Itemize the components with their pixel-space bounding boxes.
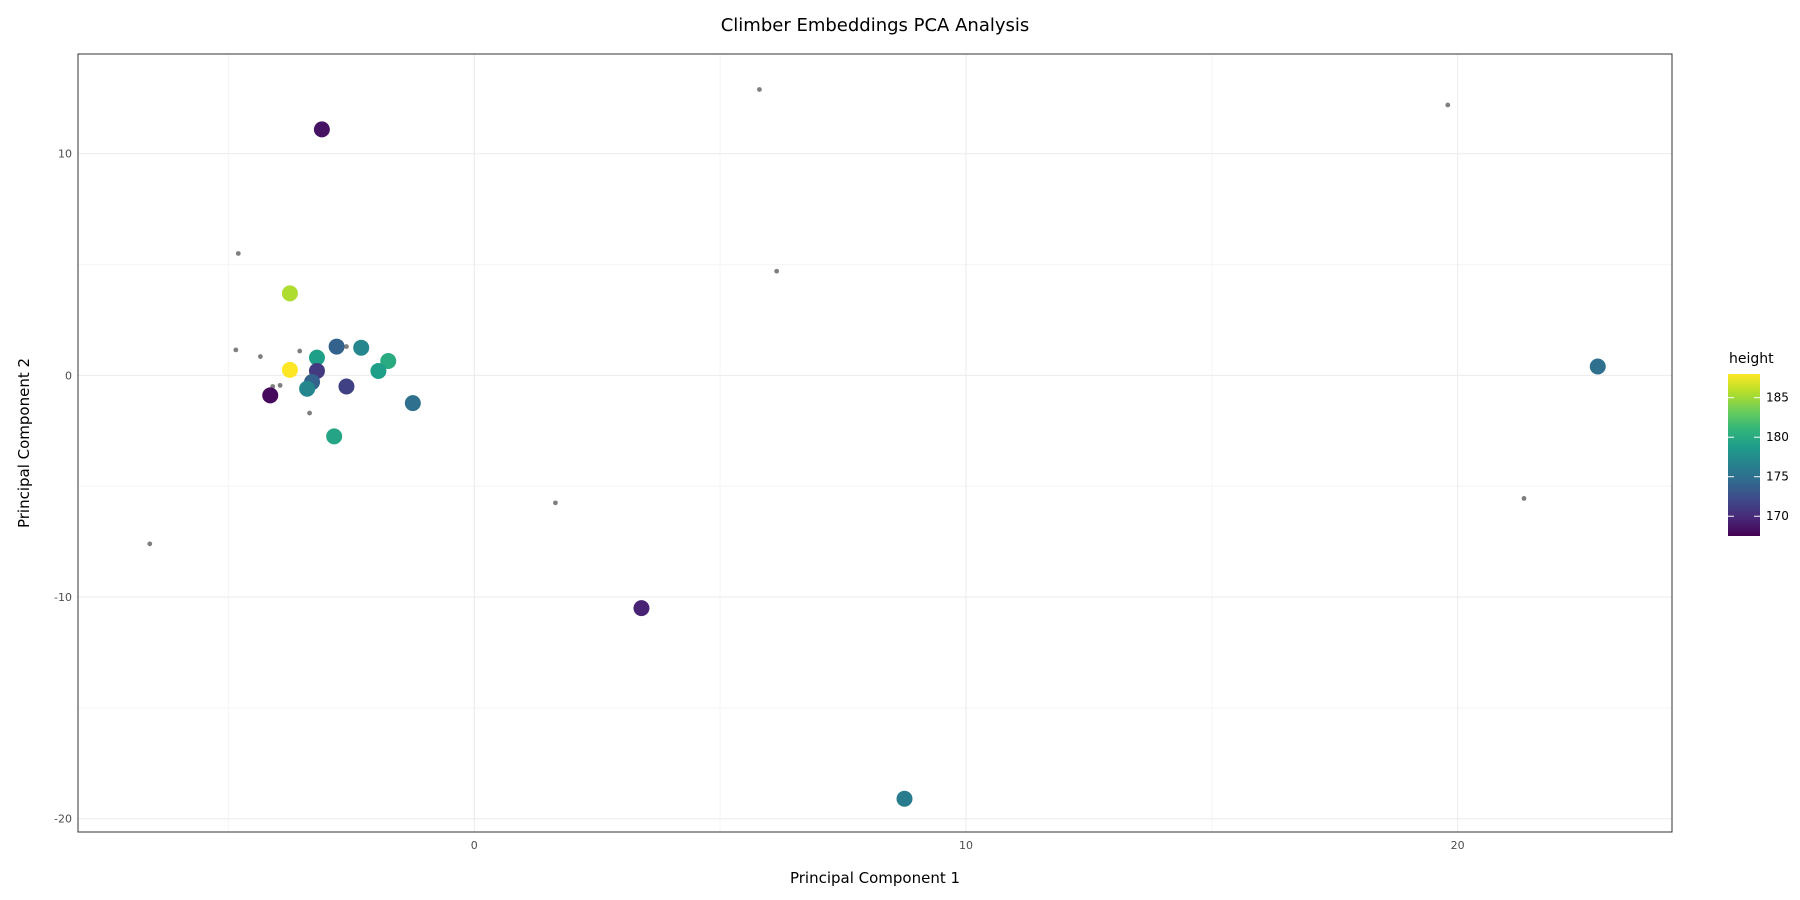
height-point xyxy=(1589,358,1606,375)
height-point xyxy=(896,790,913,807)
legend-ticks: 185 180 175 170 xyxy=(1728,391,1789,523)
small-point xyxy=(258,354,263,359)
height-point xyxy=(313,121,330,138)
height-point xyxy=(353,339,370,356)
height-point xyxy=(404,395,421,412)
chart-title: Climber Embeddings PCA Analysis xyxy=(721,15,1030,36)
x-axis-ticks: 0 10 20 xyxy=(471,839,1465,852)
y-tick-label: -10 xyxy=(54,591,72,604)
y-tick-label: 0 xyxy=(65,369,72,382)
small-point xyxy=(344,344,349,349)
height-colored-points xyxy=(262,121,1606,807)
small-point xyxy=(553,500,558,506)
unlabeled-points xyxy=(147,87,1527,547)
color-legend: height 185 180 175 170 xyxy=(1728,351,1789,536)
small-point xyxy=(235,251,241,256)
grid-major xyxy=(78,54,1672,832)
small-point xyxy=(233,347,239,353)
legend-tick-label: 185 xyxy=(1766,391,1789,405)
y-tick-label: -20 xyxy=(54,813,72,826)
legend-colorbar xyxy=(1728,374,1760,536)
height-point xyxy=(262,387,279,404)
small-point xyxy=(277,382,283,388)
height-point xyxy=(281,361,298,378)
height-point xyxy=(338,378,355,395)
grid-minor xyxy=(78,54,1672,832)
height-point xyxy=(281,285,298,302)
height-point xyxy=(326,428,343,445)
height-point xyxy=(299,380,316,397)
height-point xyxy=(328,338,345,355)
x-tick-label: 10 xyxy=(959,839,973,852)
x-tick-label: 0 xyxy=(471,839,478,852)
y-axis-label: Principal Component 2 xyxy=(15,358,33,528)
height-point xyxy=(633,600,650,617)
height-point xyxy=(380,352,397,369)
y-axis-ticks: -20 -10 0 10 xyxy=(54,148,72,826)
small-point xyxy=(757,87,762,92)
x-tick-label: 20 xyxy=(1451,839,1465,852)
x-axis-label: Principal Component 1 xyxy=(790,869,960,887)
small-point xyxy=(147,541,153,547)
small-point xyxy=(774,268,780,274)
y-tick-label: 10 xyxy=(58,148,72,161)
height-point xyxy=(370,362,387,379)
small-point xyxy=(307,410,312,416)
height-point xyxy=(308,349,325,366)
small-point xyxy=(1445,102,1451,108)
legend-tick-label: 170 xyxy=(1766,509,1789,523)
legend-title: height xyxy=(1729,351,1774,367)
plot-panel-border xyxy=(77,53,1673,833)
legend-tick-label: 180 xyxy=(1766,430,1789,444)
small-point xyxy=(1521,496,1527,501)
small-point xyxy=(297,348,303,354)
legend-tick-label: 175 xyxy=(1766,470,1789,484)
